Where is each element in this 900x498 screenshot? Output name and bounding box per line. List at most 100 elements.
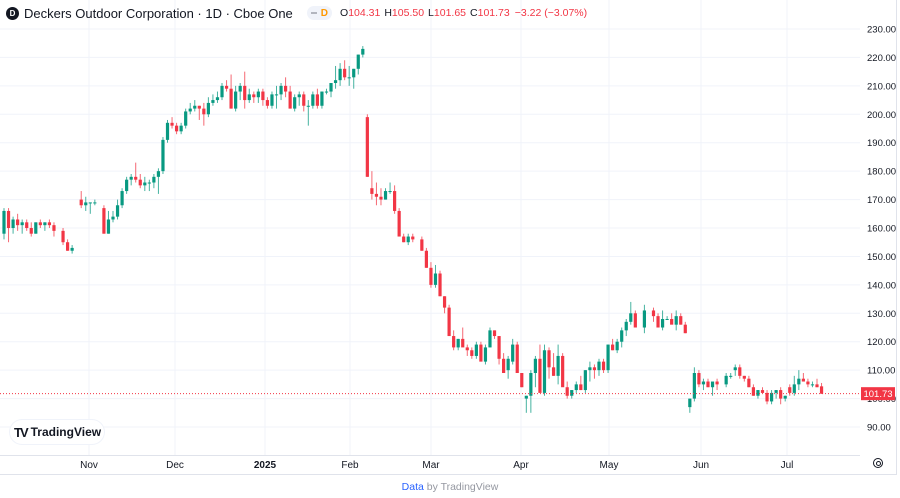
candle (52, 225, 56, 231)
candle (615, 341, 619, 351)
candle (601, 361, 606, 371)
x-axis-label: Apr (513, 460, 529, 471)
candle (34, 222, 38, 234)
candle (115, 205, 120, 217)
candle (565, 387, 569, 396)
candlestick-chart[interactable]: 230.00 220.00 210.00 200.00 190.00 180.00 170.… (0, 0, 900, 475)
candle (583, 370, 587, 391)
candle (792, 384, 796, 393)
candle (16, 219, 20, 226)
settings-gear-icon[interactable] (873, 458, 883, 468)
tradingview-logo-icon: TV (14, 424, 29, 440)
candle (147, 182, 151, 184)
candle (65, 242, 70, 251)
candle (779, 390, 783, 399)
candle (806, 381, 810, 385)
candle (352, 68, 356, 78)
candle (511, 344, 515, 362)
candle (797, 378, 801, 385)
candle (411, 236, 415, 240)
candle (447, 307, 451, 337)
candle (670, 318, 674, 325)
y-axis-label: 120.00 (867, 337, 896, 348)
high-label: H (384, 7, 392, 19)
candle (788, 387, 792, 393)
y-axis-label: 190.00 (867, 138, 896, 149)
symbol-title[interactable]: Deckers Outdoor Corporation · 1D · Cboe … (24, 5, 293, 21)
candle (506, 358, 510, 371)
candle (402, 236, 406, 243)
y-axis-label: 150.00 (867, 252, 896, 263)
candle (370, 188, 374, 194)
candle (174, 125, 179, 132)
candle (220, 85, 224, 98)
candle (206, 102, 210, 115)
candle (243, 85, 247, 101)
tradingview-logo-text: TradingView (30, 425, 102, 439)
candle (756, 390, 760, 396)
candle (561, 355, 565, 388)
candle (679, 316, 683, 325)
x-axis-label: Dec (166, 460, 184, 471)
candle (479, 344, 483, 362)
ohlc-values: O104.31 H105.50 L101.65 C101.73 (340, 7, 510, 19)
candle (765, 392, 769, 402)
y-axis-label: 180.00 (867, 167, 896, 178)
y-axis-label: 160.00 (867, 224, 896, 235)
candle (819, 386, 824, 394)
candle (238, 85, 242, 92)
candle (715, 381, 719, 385)
candle (179, 125, 183, 132)
candle (592, 367, 597, 371)
close-value: 101.73 (477, 7, 510, 19)
tradingview-watermark[interactable]: TV TradingView (10, 420, 104, 444)
candle (529, 373, 533, 396)
candle (397, 210, 401, 237)
candle (125, 179, 129, 192)
candle (574, 384, 578, 391)
candle (438, 273, 442, 297)
candle (324, 91, 329, 93)
candle (170, 122, 174, 126)
candle (733, 367, 737, 371)
candle (520, 373, 524, 388)
data-link[interactable]: Data (401, 481, 424, 493)
candle (288, 91, 292, 109)
candle (106, 219, 111, 234)
candle (274, 94, 279, 96)
candle (61, 230, 65, 243)
candle (556, 355, 560, 376)
candle (338, 68, 342, 81)
chart-frame (0, 0, 897, 475)
candle (229, 88, 233, 109)
candle (6, 210, 11, 229)
candle (783, 395, 787, 399)
status-dash-icon (310, 12, 317, 14)
candle (311, 94, 315, 106)
candle (651, 310, 656, 317)
y-axis-label: 90.00 (867, 423, 891, 434)
candle (629, 313, 633, 322)
candle (279, 85, 283, 95)
candle (406, 236, 410, 243)
candle (188, 108, 192, 112)
candle (588, 367, 592, 371)
candle (747, 378, 751, 388)
candle (156, 171, 161, 177)
symbol-logo-icon[interactable]: D (6, 6, 19, 20)
candle (306, 105, 310, 107)
candle (347, 77, 351, 79)
footer-attribution: Data by TradingView (0, 481, 900, 493)
candle (25, 222, 29, 229)
candle (374, 193, 379, 197)
candle (547, 350, 551, 368)
high-value: 105.50 (391, 7, 425, 19)
candle (261, 91, 265, 101)
candle (461, 338, 465, 348)
candle (742, 375, 746, 379)
candle (393, 191, 397, 211)
market-status-badge[interactable]: D (306, 6, 333, 20)
candle (270, 94, 274, 106)
candle (815, 384, 819, 388)
y-axis-label: 130.00 (867, 309, 896, 320)
